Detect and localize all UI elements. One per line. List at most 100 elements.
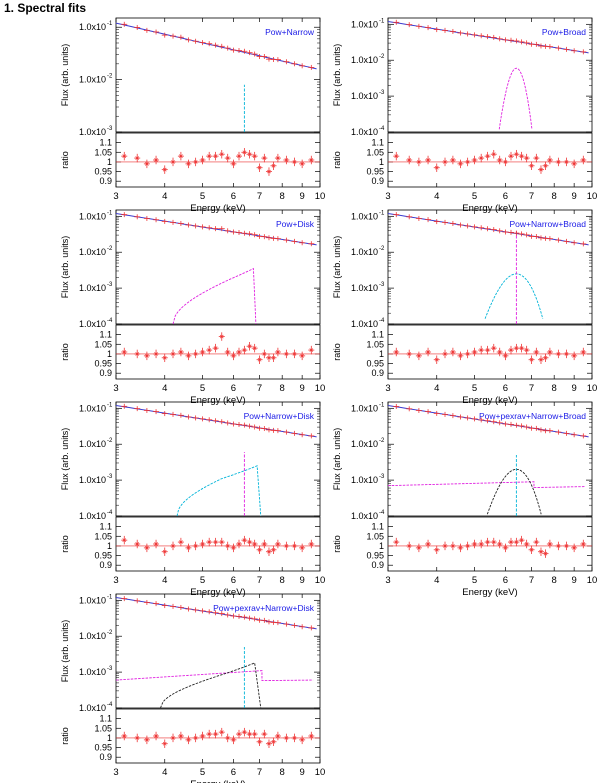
ratio-data-point <box>571 159 578 169</box>
flux-data-point <box>143 215 150 221</box>
ratio-point-marker <box>309 158 314 162</box>
flux-data-point <box>224 612 231 618</box>
flux-data-point <box>185 37 192 43</box>
flux-data-point <box>580 241 587 247</box>
component-pexrav-line <box>387 481 586 489</box>
ratio-point-marker <box>300 162 304 166</box>
flux-data-point <box>236 613 243 619</box>
flux-data-point <box>134 598 141 604</box>
ratio-data-point <box>270 353 277 363</box>
ratio-point-marker <box>135 156 140 160</box>
ratio-point-marker <box>509 154 513 158</box>
ratio-point-marker <box>207 154 212 158</box>
ratio-point-marker <box>491 346 496 350</box>
flux-data-point <box>199 416 206 422</box>
ratio-point-marker <box>231 162 236 166</box>
ratio-data-point <box>199 731 206 741</box>
ratio-point-marker <box>162 167 167 172</box>
ratio-point-marker <box>503 546 508 550</box>
ratio-point-marker <box>497 542 502 546</box>
ratio-data-point <box>528 545 535 555</box>
flux-data-point <box>471 416 478 422</box>
ratio-point-marker <box>434 357 439 362</box>
flux-data-point <box>251 232 258 238</box>
flux-data-point <box>518 39 525 45</box>
ratio-point-marker <box>186 162 191 166</box>
ratio-point-marker <box>519 538 524 542</box>
ratio-point-marker <box>252 154 257 158</box>
ratio-data-point <box>508 151 515 161</box>
flux-data-point <box>533 234 540 240</box>
ratio-point-marker <box>271 547 276 552</box>
ratio-point-marker <box>186 354 191 358</box>
flux-data-point <box>121 403 128 409</box>
ratio-tick-label: 1 <box>379 349 384 359</box>
flux-data-point <box>185 606 192 612</box>
ratio-data-point <box>121 731 128 741</box>
ratio-data-point <box>490 343 497 353</box>
flux-panel-frame <box>115 209 321 325</box>
flux-data-point <box>212 418 219 424</box>
flux-data-point <box>246 231 253 237</box>
ratio-point-marker <box>179 734 183 738</box>
x-tick-label: 10 <box>315 575 326 586</box>
ratio-data-point <box>241 727 248 737</box>
ratio-tick-label: 0.9 <box>371 560 384 570</box>
flux-data-point <box>563 430 570 436</box>
flux-data-point <box>464 31 471 37</box>
x-tick-label: 5 <box>472 191 477 202</box>
x-tick-label: 4 <box>434 575 439 586</box>
ratio-data-point <box>256 545 263 555</box>
y-tick-label: 1.0x10 <box>79 283 106 293</box>
ratio-point-marker <box>213 540 218 544</box>
ratio-tick-label: 0.9 <box>371 368 384 378</box>
y-tick-exponent: -2 <box>379 438 385 444</box>
ratio-point-marker <box>509 348 513 352</box>
ratio-point-marker <box>472 158 477 162</box>
ratio-point-marker <box>572 546 576 550</box>
flux-data-point <box>218 611 225 617</box>
ratio-tick-label: 1.05 <box>94 339 112 349</box>
y-tick-label: 1.0x10 <box>79 595 106 605</box>
flux-data-point <box>143 599 150 605</box>
flux-data-point <box>406 22 413 28</box>
ratio-panel-frame <box>115 132 321 188</box>
flux-data-point <box>143 407 150 413</box>
flux-data-point <box>433 27 440 33</box>
x-tick-label: 4 <box>162 767 167 778</box>
flux-data-point <box>161 603 168 609</box>
ratio-point-marker <box>426 350 430 354</box>
flux-data-point <box>478 417 485 423</box>
flux-data-point <box>563 46 570 52</box>
x-tick-label: 3 <box>113 575 118 586</box>
flux-data-point <box>442 411 449 417</box>
y-tick-label: 1.0x10 <box>351 55 378 65</box>
flux-data-point <box>484 34 491 40</box>
ratio-tick-label: 1.05 <box>94 723 112 733</box>
ratio-data-point <box>580 155 587 165</box>
ratio-data-point <box>230 543 237 553</box>
ratio-point-marker <box>394 154 399 158</box>
x-tick-label: 7 <box>257 767 262 778</box>
chart-panel-6: Pow+pexrav+Narrow+Broad Flux (arb. units)… <box>332 401 597 598</box>
ratio-point-marker <box>472 542 477 546</box>
ratio-point-marker <box>524 348 529 352</box>
ratio-tick-label: 0.9 <box>99 752 112 762</box>
ratio-axis-label: ratio <box>60 343 70 361</box>
ratio-tick-label: 1 <box>107 349 112 359</box>
flux-data-point <box>425 217 432 223</box>
flux-data-point <box>251 616 258 622</box>
x-tick-label: 5 <box>200 383 205 394</box>
flux-data-point <box>415 215 422 221</box>
ratio-data-point <box>471 539 478 549</box>
component-broad-line <box>484 273 544 319</box>
ratio-data-point <box>274 347 281 357</box>
flux-data-point <box>464 223 471 229</box>
y-tick-exponent: -1 <box>107 402 113 408</box>
flux-data-point <box>513 230 520 236</box>
x-axis-label: Energy (keV) <box>190 395 245 406</box>
ratio-data-point <box>308 731 315 741</box>
ratio-data-point <box>518 343 525 353</box>
ratio-data-point <box>433 355 440 364</box>
x-tick-label: 10 <box>315 383 326 394</box>
